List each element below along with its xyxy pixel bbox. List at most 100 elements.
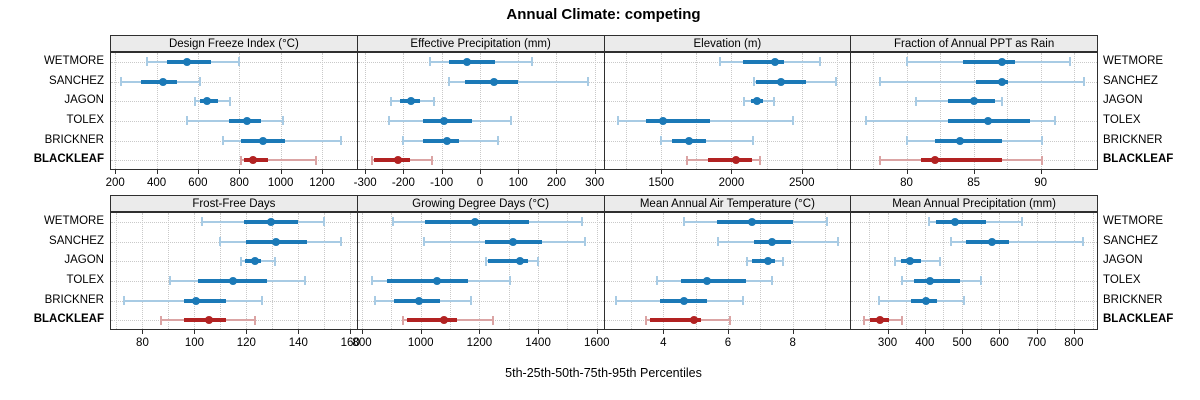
axis-tick — [731, 170, 733, 174]
axis-tick — [322, 170, 323, 174]
whisker-cap — [1041, 155, 1044, 165]
axis-tick-label: 80 — [136, 337, 149, 349]
axis-tick-label: -100 — [430, 177, 454, 189]
row-label-right: SANCHEZ — [1103, 234, 1158, 247]
gridline-vertical — [801, 53, 803, 169]
whisker-cap — [1041, 136, 1044, 145]
axis-tick-label: 90 — [1034, 177, 1048, 189]
whisker-cap — [509, 276, 512, 286]
gridline-vertical — [1036, 213, 1038, 329]
gridline-vertical — [887, 213, 889, 329]
axis-tick-label: 80 — [900, 177, 913, 189]
axis-tick — [999, 330, 1001, 334]
gridline-row-guide — [604, 101, 851, 103]
whisker-cap — [159, 315, 162, 325]
iqr-bar — [965, 239, 1009, 244]
axis-tick — [280, 170, 282, 174]
whisker-cap — [537, 256, 540, 266]
whisker-cap — [877, 296, 880, 305]
median-dot — [930, 156, 939, 165]
axis-tick-label: 160 — [340, 337, 360, 349]
row-label-left: WETMORE — [43, 54, 104, 67]
median-dot — [777, 77, 786, 86]
axis-tick-label: 1000 — [267, 177, 294, 189]
row-label-right: BLACKLEAF — [1103, 313, 1174, 326]
median-dot — [876, 316, 885, 325]
axis-tick-label: -200 — [391, 177, 415, 189]
whisker-cap — [781, 256, 784, 266]
panel-plot-area — [603, 52, 852, 170]
axis-tick-label: 800 — [229, 177, 249, 189]
gridline-vertical — [479, 53, 481, 169]
gridline-vertical — [625, 53, 627, 169]
median-dot — [432, 276, 441, 285]
median-dot — [191, 296, 200, 305]
whisker-cap — [938, 256, 941, 266]
axis-tick — [156, 170, 158, 174]
whisker-cap — [497, 136, 500, 145]
panel-plot-area — [356, 212, 605, 330]
panel-strip-title: Elevation (m) — [693, 37, 762, 50]
gridline-vertical — [594, 53, 596, 169]
row-label-right: BRICKNER — [1103, 293, 1163, 306]
gridline-vertical — [1055, 213, 1057, 329]
median-dot — [685, 136, 694, 145]
median-dot — [203, 97, 212, 106]
whisker-cap — [865, 116, 868, 126]
median-dot — [490, 77, 499, 86]
whisker-cap — [683, 217, 686, 227]
gridline-row-guide — [604, 81, 851, 83]
whisker-cap — [303, 276, 306, 286]
row-label-right: SANCHEZ — [1103, 74, 1158, 87]
median-dot — [969, 97, 978, 106]
axis-tick-label: 2500 — [788, 177, 815, 189]
whisker-cap — [422, 237, 425, 246]
whisker-cap — [240, 256, 243, 266]
whisker-cap — [339, 136, 342, 145]
whisker-cap — [587, 77, 590, 86]
gridline-vertical — [322, 53, 323, 169]
whisker-cap — [584, 237, 587, 246]
iqr-bar — [406, 318, 457, 323]
row-label-left: BLACKLEAF — [33, 153, 104, 166]
median-dot — [771, 57, 780, 66]
whisker-cap — [387, 116, 390, 126]
gridline-vertical — [441, 53, 443, 169]
gridline-vertical — [194, 213, 196, 329]
panel-strip: Elevation (m) — [603, 35, 852, 52]
median-dot — [997, 77, 1006, 86]
panel-strip-title: Design Freeze Index (°C) — [168, 37, 299, 50]
panel-strip: Mean Annual Precipitation (mm) — [850, 195, 1098, 212]
whisker-cap — [1054, 116, 1057, 126]
whisker-cap — [281, 116, 284, 126]
percentiles-caption: 5th-25th-50th-75th-95th Percentiles — [505, 366, 702, 380]
gridline-vertical — [906, 53, 908, 169]
median-dot — [229, 276, 238, 285]
gridline-vertical — [156, 53, 158, 169]
gridline-row-guide — [357, 160, 604, 162]
axis-tick — [518, 170, 520, 174]
figure-title: Annual Climate: competing — [506, 6, 701, 23]
gridline-vertical — [962, 213, 964, 329]
whisker-cap — [120, 77, 123, 86]
median-dot — [680, 296, 689, 305]
row-label-right: TOLEX — [1103, 113, 1141, 126]
gridline-row-guide — [111, 81, 357, 83]
axis-tick-label: 4 — [660, 337, 667, 349]
whisker-cap — [509, 116, 512, 126]
panel-strip-title: Mean Annual Precipitation (mm) — [892, 197, 1056, 210]
whisker-cap — [835, 77, 838, 86]
median-dot — [658, 116, 667, 125]
whisker-cap — [371, 276, 374, 286]
whisker-cap — [686, 155, 689, 165]
whisker-cap — [901, 315, 904, 325]
whisker-cap — [370, 155, 373, 165]
median-dot — [393, 156, 402, 165]
gridline-vertical — [696, 53, 698, 169]
panel-strip: Frost-Free Days — [110, 195, 358, 212]
iqr-bar — [962, 59, 1016, 64]
median-dot — [272, 237, 281, 246]
whisker-cap — [185, 116, 188, 126]
whisker-cap — [878, 77, 881, 86]
gridline-vertical — [298, 213, 300, 329]
